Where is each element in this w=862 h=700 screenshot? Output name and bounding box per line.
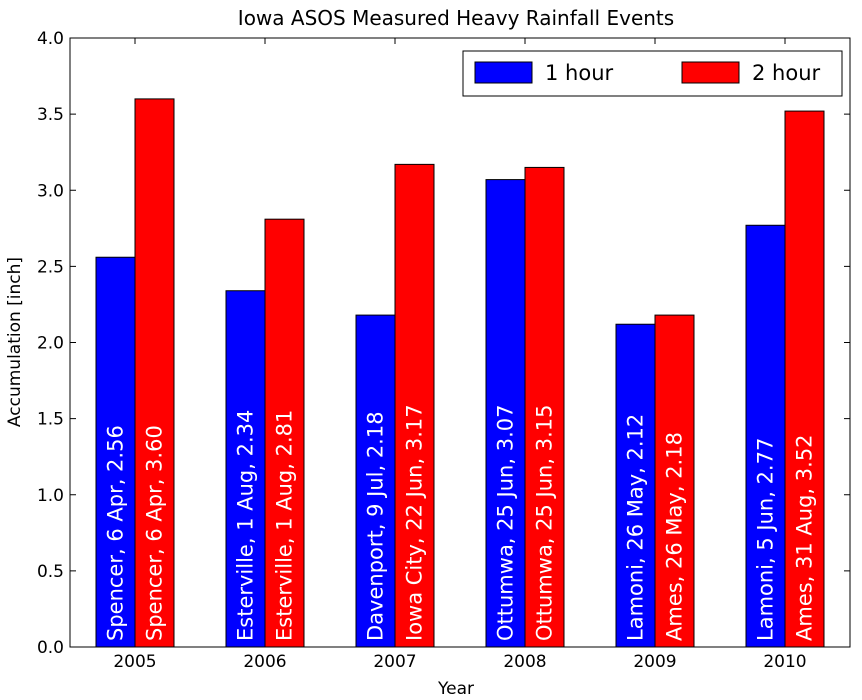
x-axis-label: Year (437, 679, 474, 699)
bar-data-label: Ames, 31 Aug, 3.52 (793, 434, 817, 641)
y-axis-label: Accumulation [inch] (5, 257, 25, 427)
y-tick-label: 0.5 (37, 562, 64, 582)
bar-data-label: Lamoni, 5 Jun, 2.77 (754, 438, 778, 641)
bar-2hour-2005 (134, 98, 175, 648)
y-tick-label: 1.5 (37, 410, 64, 430)
bar-labels-group: Spencer, 6 Apr, 2.56 Spencer, 6 Apr, 3.60… (104, 404, 817, 641)
bar-2hour-2010 (784, 110, 825, 648)
legend-label-1hour: 1 hour (545, 61, 614, 85)
bar-2hour-2006 (264, 218, 305, 648)
y-tick-label: 2.0 (37, 334, 64, 354)
bar-data-label: Ames, 26 May, 2.18 (663, 432, 687, 641)
ticks-group: 2005 2006 2007 2008 2009 2010 0.0 0.5 1.0 1.5 2.0 2… (37, 29, 850, 672)
legend-swatch-1hour (474, 61, 533, 84)
bar-data-label: Spencer, 6 Apr, 2.56 (104, 425, 128, 641)
x-tick-label: 2009 (633, 652, 676, 672)
x-tick-label: 2010 (763, 652, 806, 672)
y-tick-label: 0.0 (37, 638, 64, 658)
bar-data-label: Davenport, 9 Jul, 2.18 (364, 411, 388, 641)
bar-1hour-2006 (225, 290, 266, 648)
y-tick-label: 3.5 (37, 105, 64, 125)
bar-data-label: Ottumwa, 25 Jun, 3.07 (494, 405, 518, 641)
bar-data-label: Ottumwa, 25 Jun, 3.15 (533, 405, 557, 641)
x-tick-label: 2005 (113, 652, 156, 672)
y-tick-label: 4.0 (37, 29, 64, 49)
y-tick-label: 1.0 (37, 486, 64, 506)
bar-data-label: Esterville, 1 Aug, 2.81 (273, 410, 297, 641)
bar-1hour-2005 (95, 256, 136, 648)
x-tick-label: 2007 (373, 652, 416, 672)
bar-2hour-2007 (394, 163, 435, 648)
bars-group (95, 98, 825, 648)
bar-data-label: Spencer, 6 Apr, 3.60 (143, 425, 167, 641)
x-tick-label: 2008 (503, 652, 546, 672)
x-tick-label: 2006 (243, 652, 286, 672)
legend: 1 hour 2 hour (462, 50, 843, 97)
y-tick-label: 2.5 (37, 257, 64, 277)
bar-2hour-2009 (654, 314, 695, 648)
legend-label-2hour: 2 hour (752, 61, 821, 85)
plot-frame (69, 37, 851, 648)
y-tick-label: 3.0 (37, 181, 64, 201)
bar-2hour-2008 (524, 166, 565, 648)
bar-data-label: Esterville, 1 Aug, 2.34 (234, 410, 258, 641)
chart-title: Iowa ASOS Measured Heavy Rainfall Events (238, 6, 674, 30)
bar-data-label: Iowa City, 22 Jun, 3.17 (403, 404, 427, 641)
bar-data-label: Lamoni, 26 May, 2.12 (624, 414, 648, 641)
legend-swatch-2hour (681, 61, 740, 84)
